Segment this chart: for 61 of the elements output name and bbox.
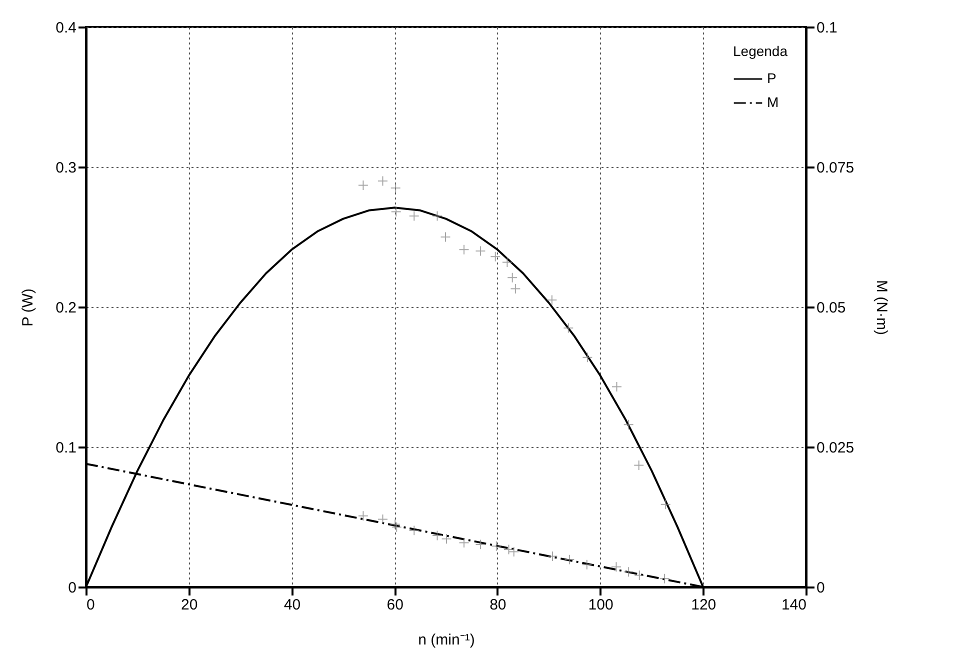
point [623,419,634,430]
point [408,525,420,536]
point [659,573,670,584]
x-tick-label: 0 [86,596,95,614]
point [432,530,442,541]
y-tick-label: 0.1 [56,440,76,456]
y2-tick-label: 0 [816,580,825,596]
point [564,554,575,565]
point [612,382,622,392]
point [507,272,518,283]
point [510,284,521,294]
point [408,210,420,222]
y2-tick-label: 0.1 [816,20,838,36]
point [390,182,401,194]
point [634,460,644,470]
point [378,514,388,524]
point [490,251,501,262]
point [502,256,512,268]
y-tick-label: 0.3 [56,160,76,176]
x-tick-label: 40 [284,596,301,614]
point [475,539,486,550]
point [563,322,574,334]
point [440,232,451,242]
point [660,499,671,510]
x-tick-label: 60 [386,596,404,614]
point [547,550,558,562]
y-tick-label: 0.4 [56,20,76,36]
point [391,522,402,532]
point [390,519,400,530]
y-tick-label: 0.2 [56,300,76,316]
point [582,559,592,570]
x-tick-label: 20 [181,596,198,614]
point [432,210,442,222]
x-tick-label: 140 [781,596,806,614]
y2-axis-title: M (N·m) [873,280,890,335]
point [458,244,470,255]
point [546,294,558,306]
x-tick-label: 120 [691,596,716,614]
y-tick-label: 0 [68,580,76,596]
point [582,352,593,363]
point [441,534,452,544]
point [610,562,622,572]
x-tick-label: 100 [588,596,614,614]
point [378,176,388,186]
x-tick-label: 80 [490,596,506,614]
point [634,570,645,580]
x-axis-title: n (min⁻¹) [418,632,475,648]
y2-tick-label: 0.05 [816,300,846,316]
y2-tick-label: 0.025 [816,440,854,456]
point [358,510,368,522]
legend-title: Legenda [733,43,788,59]
point [458,538,470,548]
point [623,566,634,578]
y2-tick-label: 0.075 [816,160,854,176]
legend-label: P [767,70,776,86]
legend-label: M [767,94,779,110]
point [475,246,486,256]
point [390,206,402,218]
point [491,540,502,552]
y-axis-title: P (W) [20,288,37,327]
point [358,180,368,190]
